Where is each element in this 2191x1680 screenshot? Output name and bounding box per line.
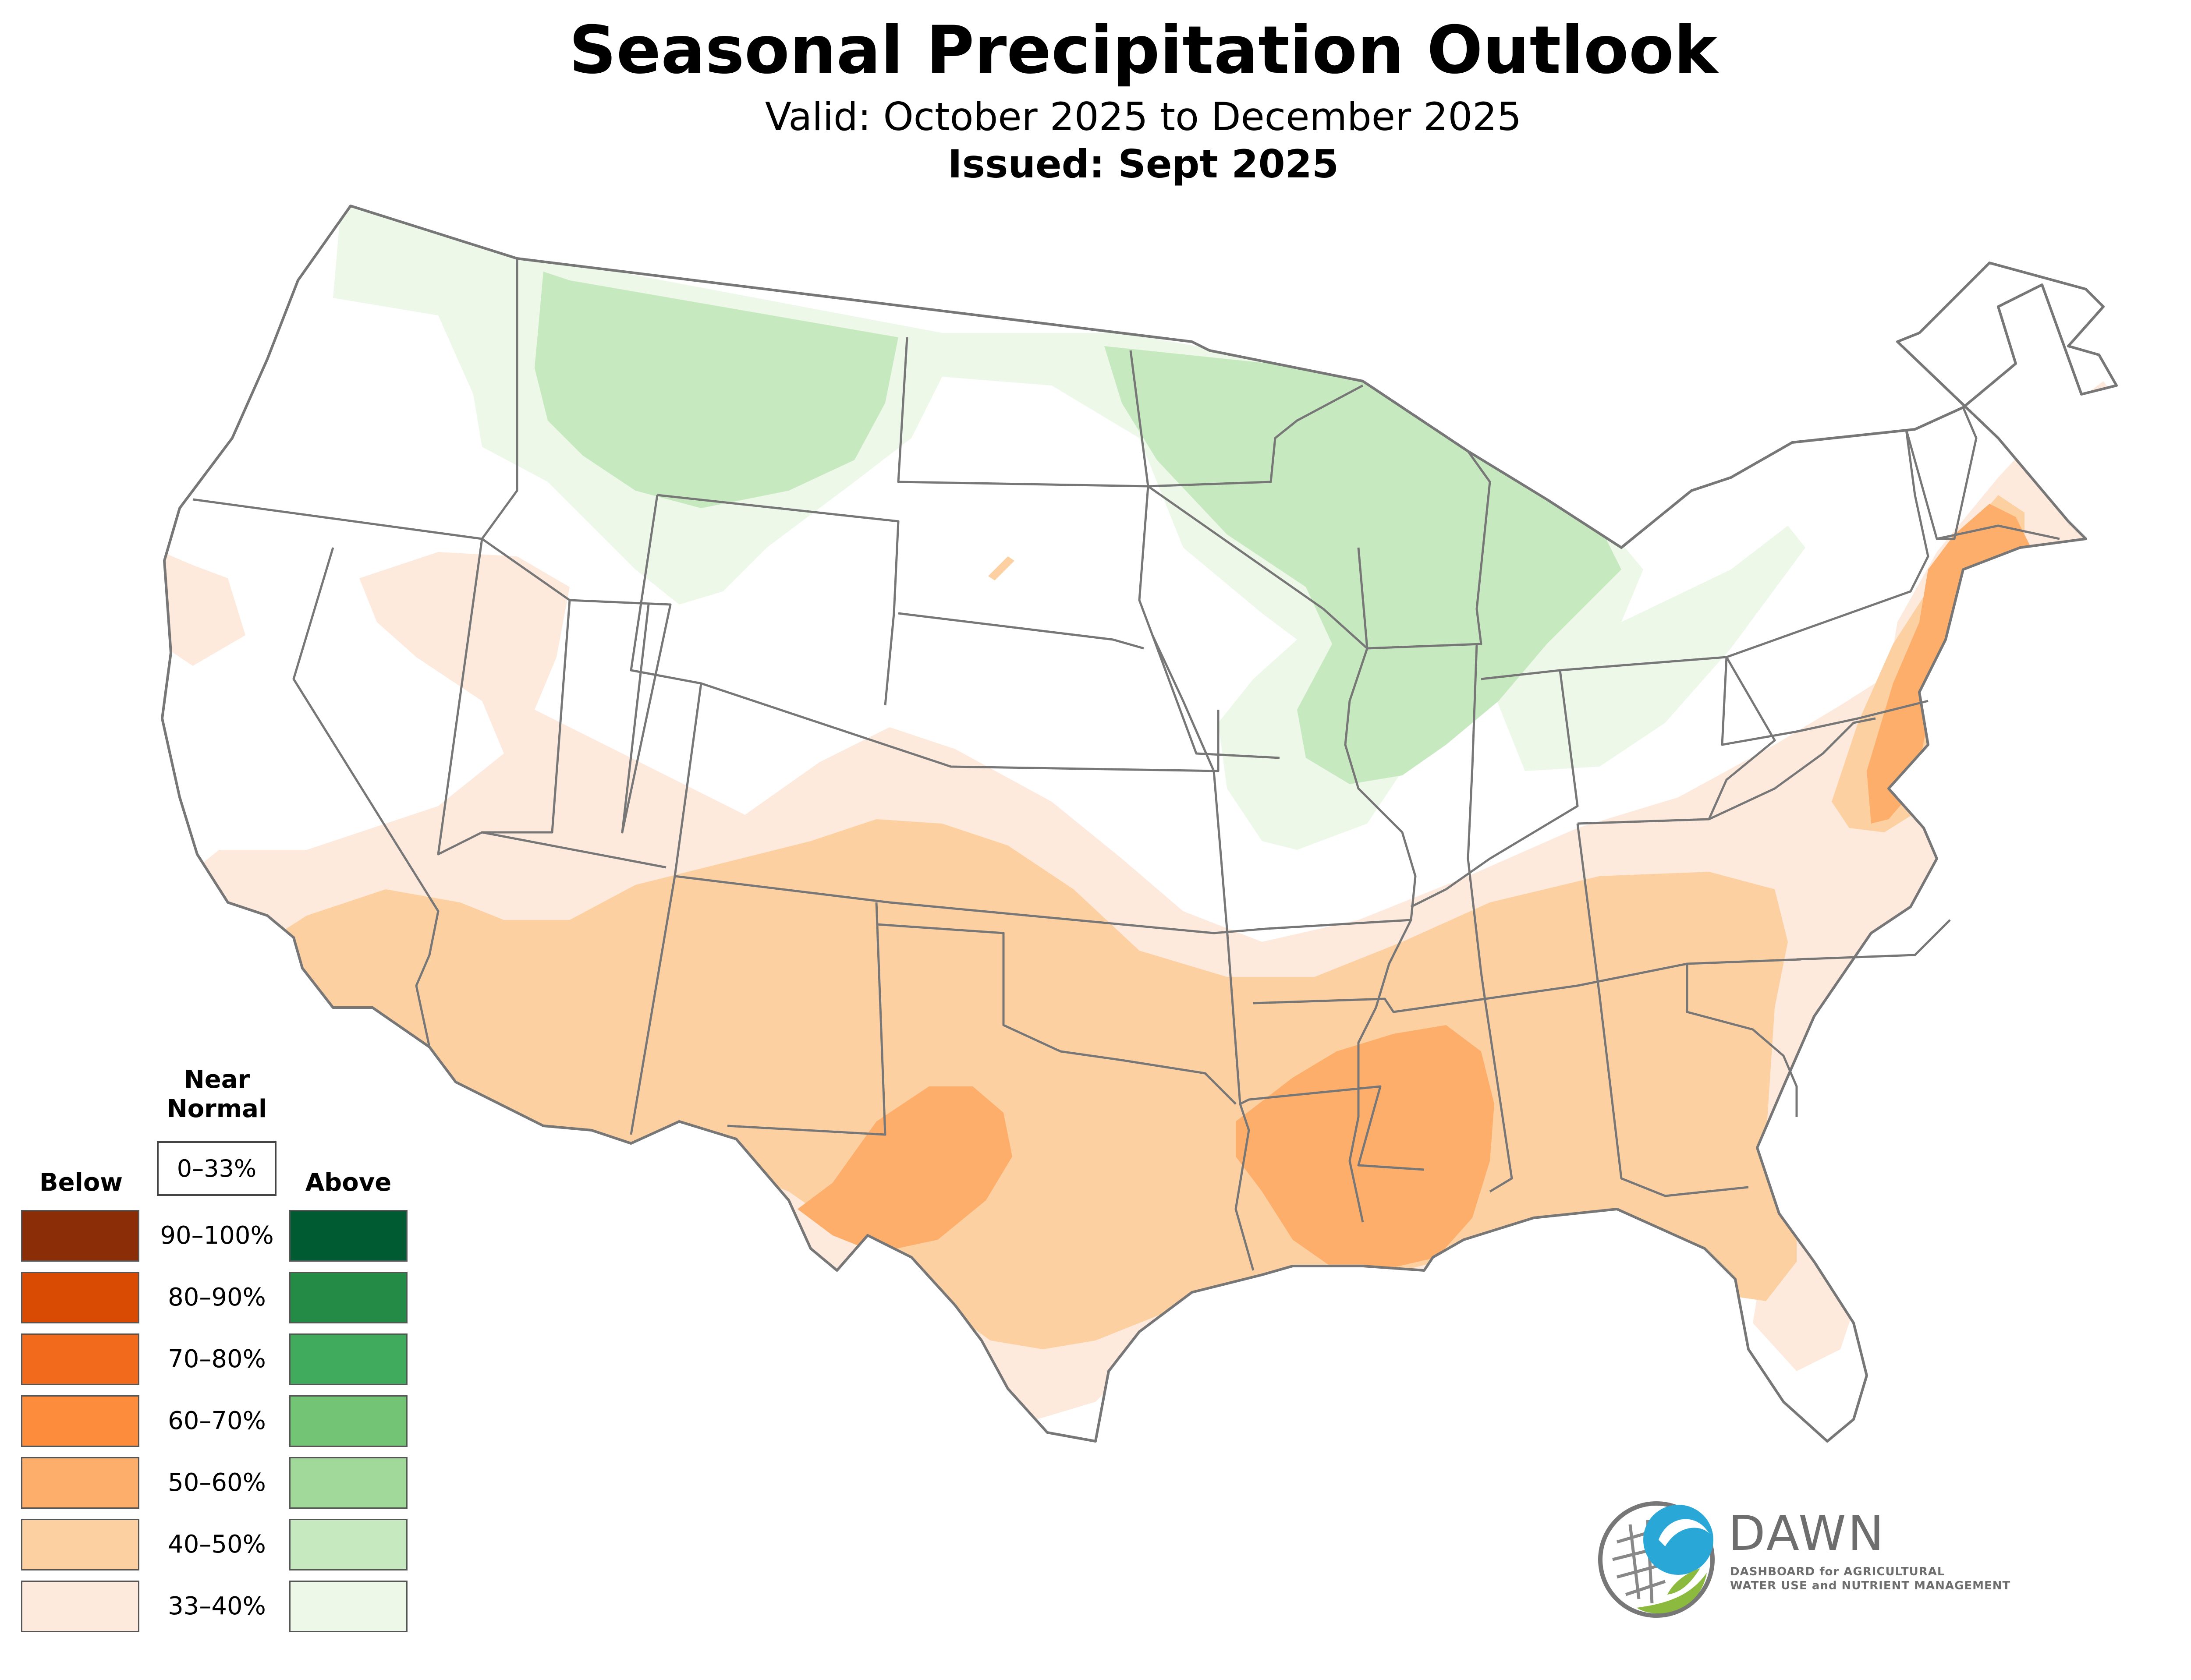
- dawn-logo: [1598, 1501, 1715, 1618]
- above-40-50-montana: [535, 272, 898, 508]
- legend-swatch-above: [289, 1210, 408, 1262]
- state-borders: [192, 258, 2060, 1271]
- legend-swatch-below: [21, 1395, 139, 1447]
- legend-swatch-below: [21, 1457, 139, 1509]
- above-33-40-ohio: [1490, 526, 1805, 771]
- legend-swatch-below: [21, 1519, 139, 1570]
- conus-outline: [161, 205, 2118, 1443]
- below-50-60-texas: [798, 1086, 1012, 1253]
- logo-water-drop: [1643, 1505, 1713, 1575]
- logo-wordmark: DAWN: [1728, 1505, 1886, 1561]
- legend-range-label: 80–90%: [168, 1283, 266, 1312]
- legend-swatch-below: [21, 1333, 139, 1385]
- legend-swatch-above: [289, 1395, 408, 1447]
- near-normal-heading-line2: Normal: [167, 1095, 267, 1123]
- legend-swatch-above: [289, 1272, 408, 1323]
- below-heading: Below: [39, 1168, 123, 1197]
- near-normal-heading-line1: Near: [184, 1065, 250, 1094]
- legend-swatch-above: [289, 1519, 408, 1570]
- near-normal-box: 0–33%: [157, 1141, 277, 1196]
- legend-swatch-below: [21, 1210, 139, 1262]
- logo-tagline-line2: WATER USE and NUTRIENT MANAGEMENT: [1730, 1579, 2011, 1592]
- legend-range-label: 50–60%: [168, 1468, 266, 1497]
- logo-tagline-line1: DASHBOARD for AGRICULTURAL: [1730, 1565, 1945, 1578]
- outlook-shading: [162, 206, 2117, 1428]
- below-33-40-dot: [988, 556, 1014, 580]
- legend-range-label: 40–50%: [168, 1530, 266, 1559]
- below-50-60-mississippi: [1236, 1025, 1494, 1270]
- legend-swatch-above: [289, 1457, 408, 1509]
- legend-swatch-above: [289, 1581, 408, 1632]
- issued-date: Issued: Sept 2025: [947, 141, 1339, 187]
- logo-swirl: [1659, 1519, 1709, 1546]
- legend-swatch-below: [21, 1272, 139, 1323]
- logo-ring: [1598, 1501, 1715, 1618]
- legend-range-label: 60–70%: [168, 1407, 266, 1435]
- above-heading: Above: [305, 1168, 392, 1197]
- valid-period: Valid: October 2025 to December 2025: [765, 94, 1522, 139]
- legend-swatch-above: [289, 1333, 408, 1385]
- legend-range-label: 70–80%: [168, 1345, 266, 1373]
- logo-leaf-small: [1667, 1568, 1700, 1595]
- legend-swatch-below: [21, 1581, 139, 1632]
- logo-leaf: [1637, 1573, 1707, 1614]
- map-title: Seasonal Precipitation Outlook: [569, 12, 1718, 88]
- below-33-40: [162, 539, 245, 666]
- legend-range-label: 33–40%: [168, 1592, 266, 1620]
- legend-range-label: 90–100%: [160, 1221, 274, 1250]
